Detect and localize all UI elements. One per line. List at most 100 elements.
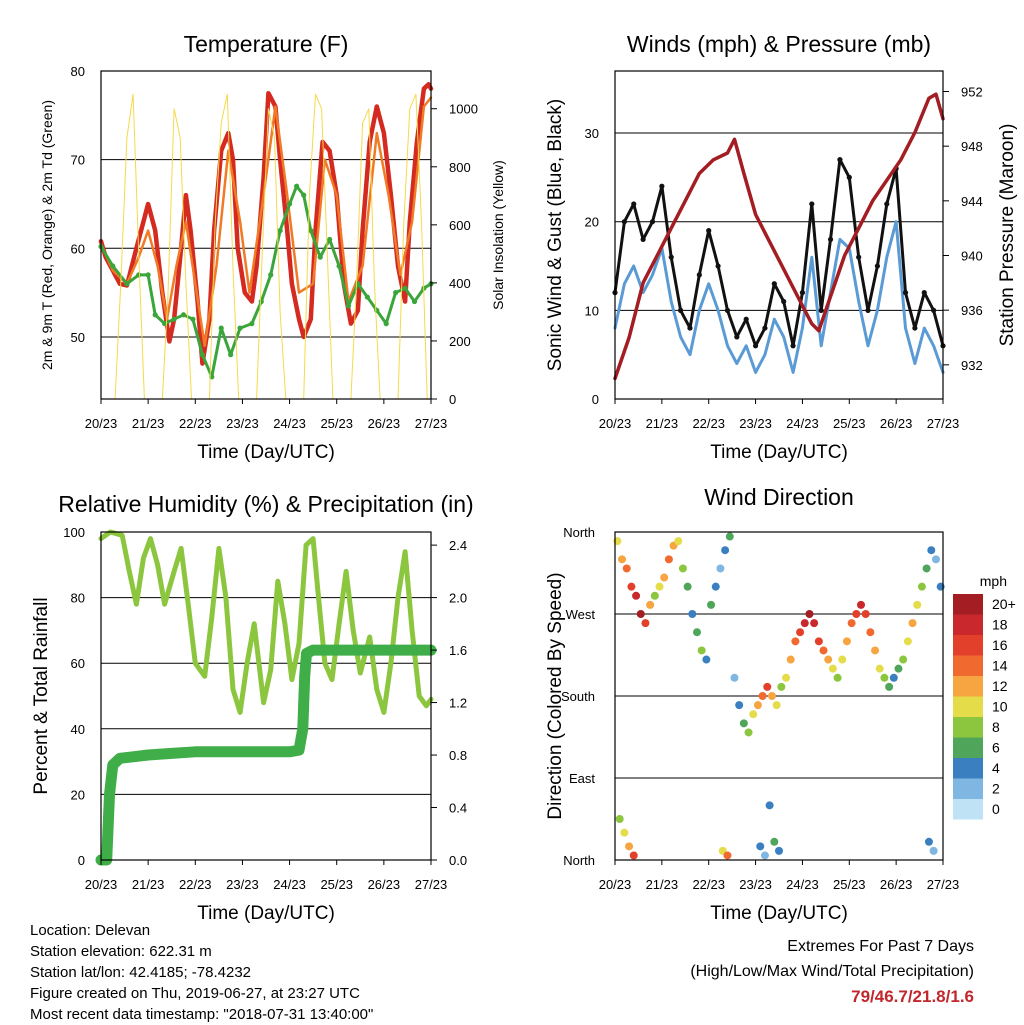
y-axis-label: 2m & 9m T (Red, Orange) & 2m Td (Green) (39, 100, 55, 370)
legend-swatch (953, 778, 983, 799)
direction-point (622, 564, 631, 573)
y2-axis-label: Solar Insolation (Yellow) (490, 160, 506, 310)
data-point (696, 272, 702, 278)
direction-point (767, 692, 776, 700)
legend-label: 18 (992, 617, 1008, 633)
direction-point (861, 610, 870, 618)
direction-point (620, 828, 629, 837)
y-tick-label: North (563, 853, 595, 868)
legend-label: 2 (992, 781, 1000, 797)
y-tick-label: East (569, 771, 595, 786)
x-tick-label: 24/23 (786, 416, 819, 431)
y-tick-label: 20 (71, 787, 85, 802)
y2-tick-label: 944 (961, 194, 983, 209)
y-tick-label: North (563, 525, 595, 540)
series-line-2 (613, 158, 945, 348)
y2-tick-label: 1000 (449, 102, 478, 117)
x-axis-label: Time (Day/UTC) (197, 903, 335, 924)
data-point (374, 307, 380, 313)
direction-point (786, 655, 795, 664)
data-point (308, 227, 314, 234)
direction-point (702, 655, 711, 664)
direction-point (711, 582, 720, 591)
x-tick-label: 24/23 (273, 416, 306, 431)
direction-point (636, 610, 645, 618)
y2-tick-label: 952 (961, 85, 983, 100)
y-tick-label: 20 (585, 215, 599, 230)
x-tick-label: 22/23 (179, 877, 212, 892)
data-point (781, 298, 787, 305)
x-tick-label: 21/23 (132, 877, 165, 892)
y2-tick-label: 940 (961, 249, 983, 264)
legend-swatch (953, 758, 983, 779)
series-line-2 (95, 644, 437, 866)
direction-point (660, 573, 669, 582)
data-point (393, 290, 399, 296)
direction-point (857, 600, 865, 609)
panel-3 (95, 529, 437, 866)
direction-point (641, 619, 650, 628)
y-tick-label: 60 (71, 656, 85, 671)
series-line-3 (613, 92, 945, 381)
data-point (228, 352, 234, 358)
extremes-values: 79/46.7/21.8/1.6 (851, 987, 974, 1006)
x-tick-label: 24/23 (786, 877, 819, 892)
y-tick-label: 30 (585, 126, 599, 141)
x-tick-label: 27/23 (415, 416, 448, 431)
legend-swatch (953, 594, 983, 615)
y-tick-label: 10 (585, 303, 599, 318)
direction-point (880, 673, 889, 682)
direction-point (819, 646, 828, 655)
direction-point (917, 582, 926, 591)
legend-label: 12 (992, 678, 1008, 694)
direction-point (908, 619, 917, 628)
data-point (317, 254, 323, 260)
extremes-box: Extremes For Past 7 Days (High/Low/Max W… (690, 934, 974, 1009)
data-point (277, 227, 283, 234)
x-tick-label: 20/23 (85, 877, 118, 892)
x-axis-label: Time (Day/UTC) (710, 442, 848, 463)
y-tick-label: South (561, 689, 595, 704)
data-point (837, 157, 843, 163)
panel-title: Relative Humidity (%) & Precipitation (i… (58, 491, 473, 517)
plot-frame (614, 70, 944, 400)
legend-swatch (953, 696, 983, 717)
direction-point (749, 710, 758, 719)
x-tick-label: 26/23 (880, 877, 913, 892)
x-tick-label: 22/23 (692, 416, 725, 431)
x-tick-label: 24/23 (273, 877, 306, 892)
y2-tick-label: 936 (961, 303, 983, 318)
direction-point (796, 628, 805, 637)
panel-title: Temperature (F) (184, 31, 349, 57)
direction-point (688, 610, 697, 618)
data-point (743, 316, 749, 322)
data-point (678, 307, 684, 313)
y-tick-label: 50 (71, 330, 85, 345)
panel-2 (612, 70, 949, 404)
data-point (124, 281, 130, 287)
x-axis-label: Time (Day/UTC) (710, 903, 848, 924)
data-point (180, 312, 187, 318)
legend-label: 10 (992, 699, 1008, 715)
latlon-text: Station lat/lon: 42.4185; -78.4232 (30, 964, 252, 981)
direction-point (725, 532, 734, 541)
y2-tick-label: 0.4 (449, 801, 467, 816)
x-tick-label: 21/23 (646, 877, 679, 892)
direction-point (739, 719, 748, 728)
direction-point (889, 673, 898, 682)
direction-point (899, 655, 908, 664)
direction-point (885, 682, 894, 691)
direction-point (913, 600, 922, 609)
legend-swatch (953, 614, 983, 635)
direction-point (629, 851, 638, 860)
data-point (218, 325, 224, 331)
data-point (809, 201, 815, 207)
data-point (136, 272, 142, 278)
data-point (668, 254, 674, 260)
data-point (762, 325, 768, 331)
data-point (345, 303, 352, 309)
x-tick-label: 25/23 (833, 416, 866, 431)
direction-point (775, 846, 783, 855)
legend-label: 16 (992, 637, 1008, 653)
